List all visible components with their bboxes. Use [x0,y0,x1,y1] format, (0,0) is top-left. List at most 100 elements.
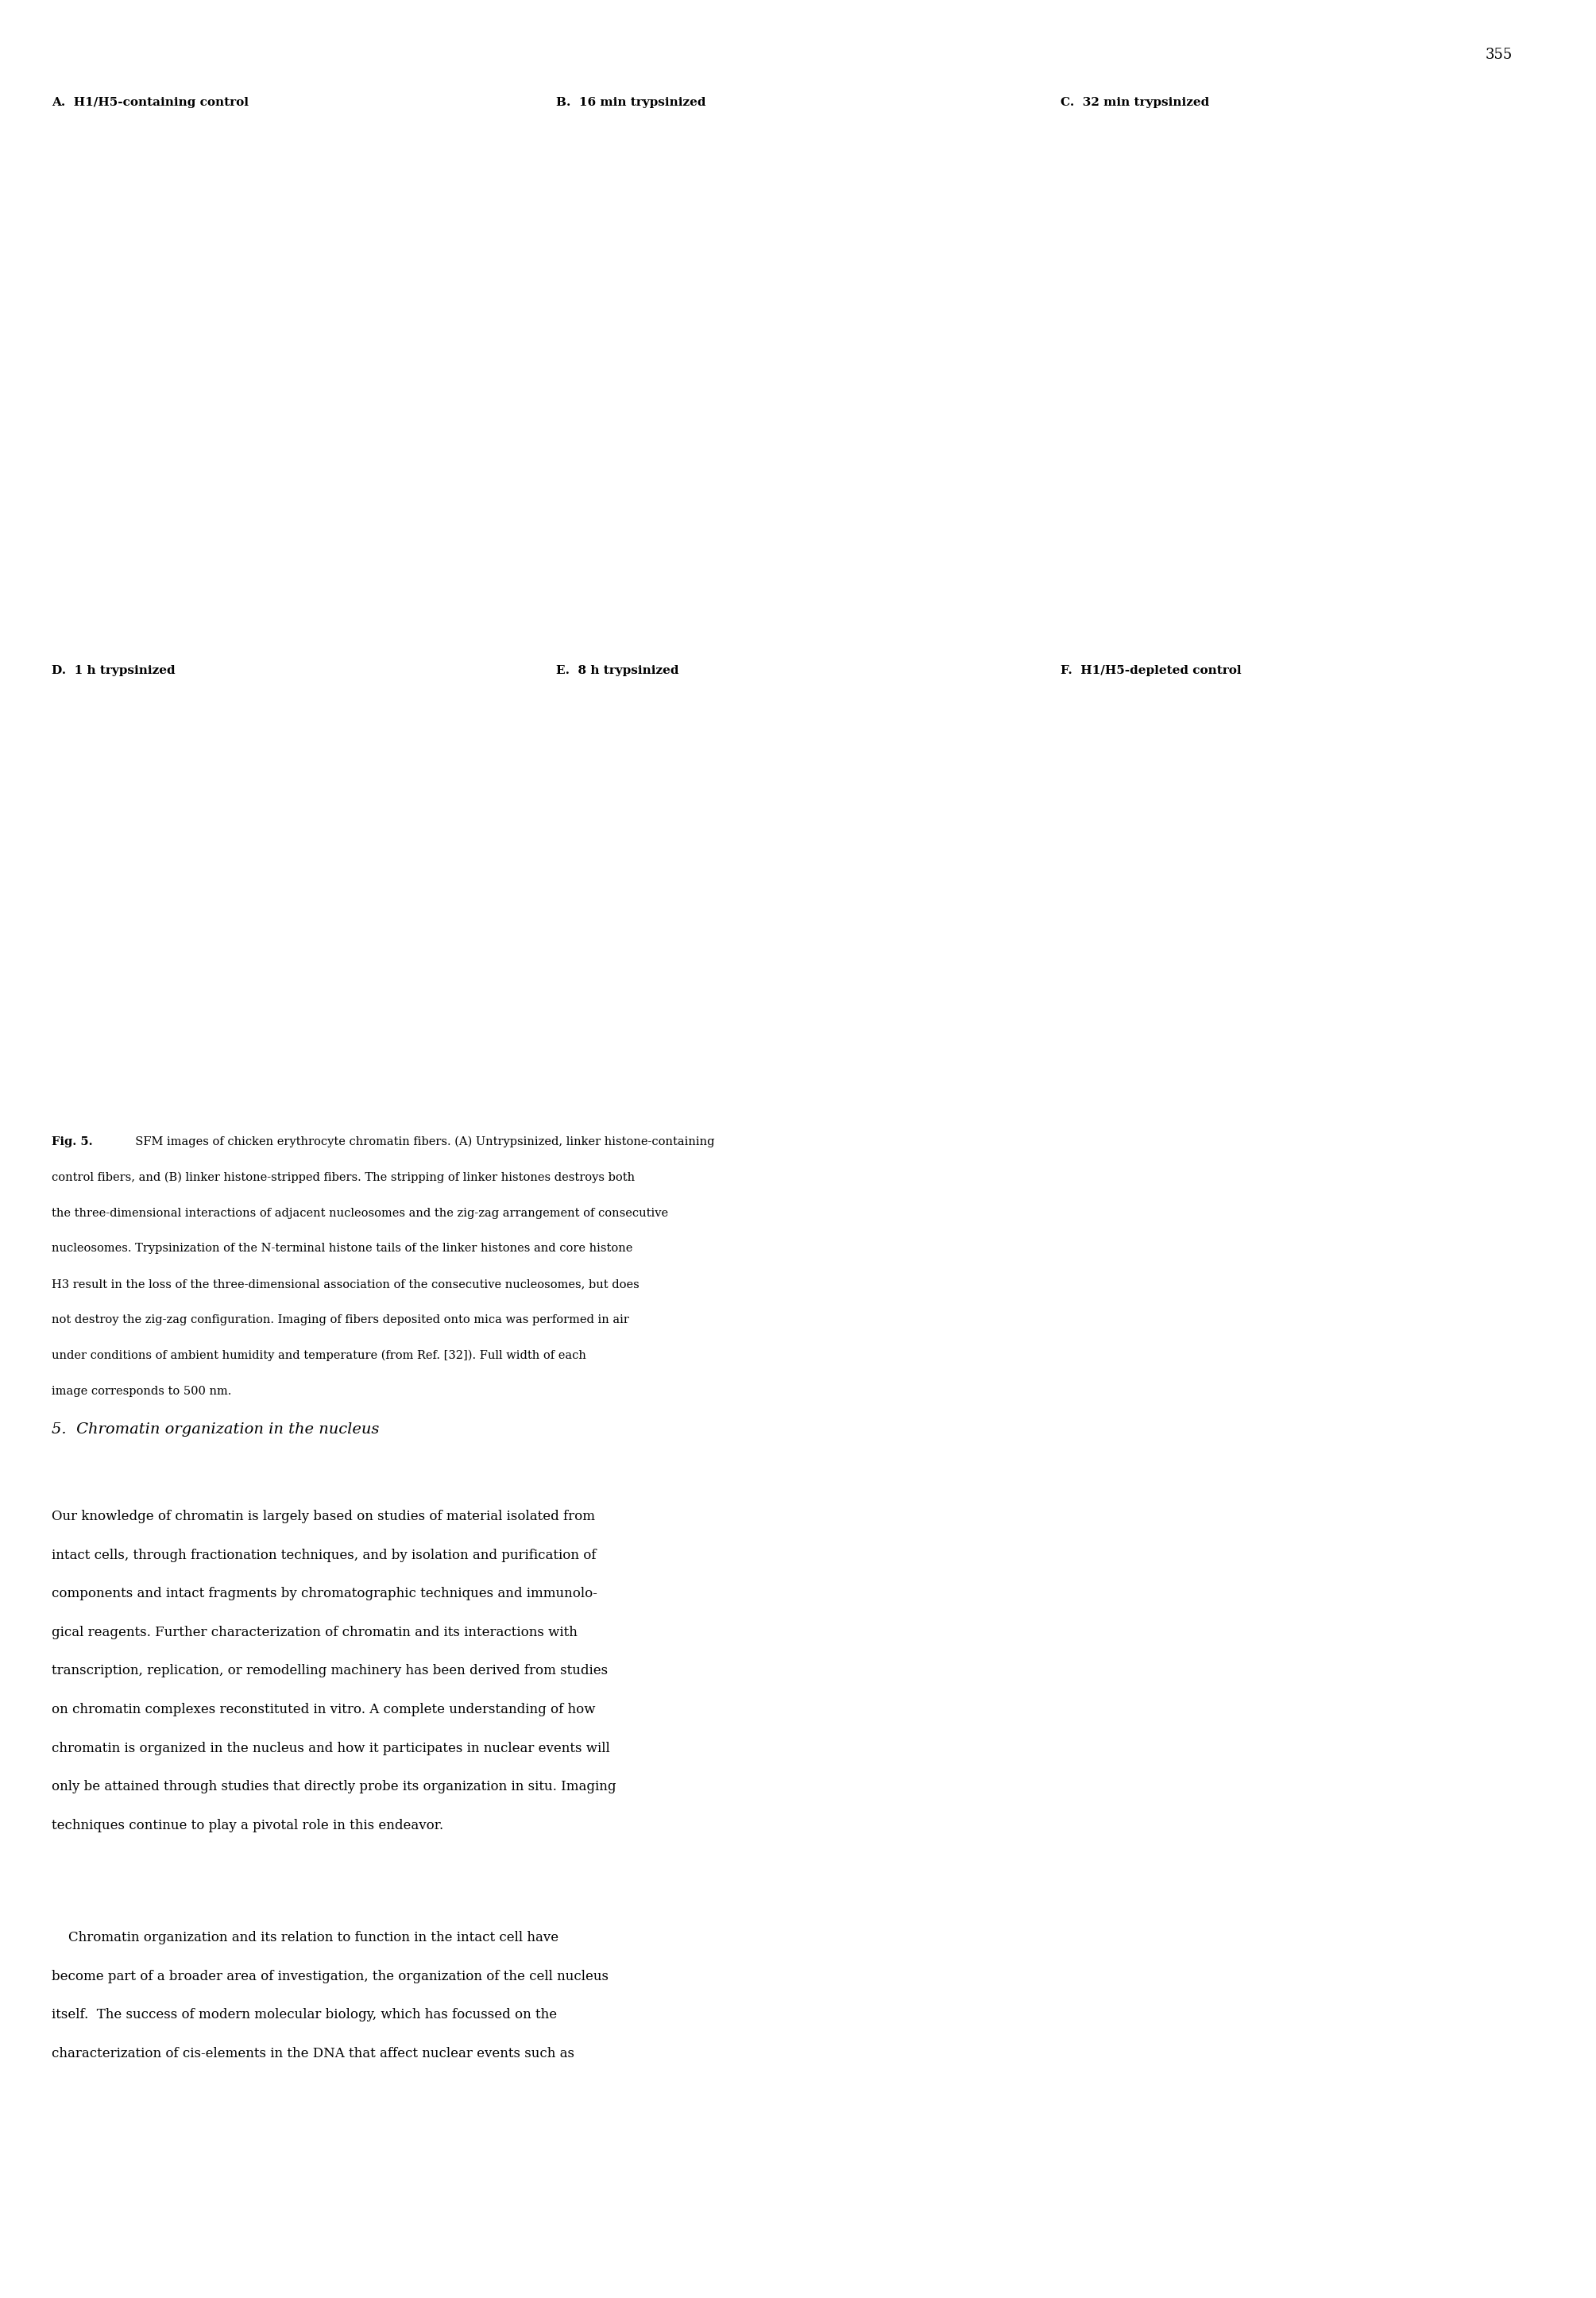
Circle shape [1235,1082,1266,1108]
Circle shape [171,384,252,469]
Circle shape [774,623,819,671]
Circle shape [271,586,353,673]
Circle shape [761,848,832,908]
Circle shape [305,731,350,770]
Circle shape [806,529,855,581]
Circle shape [1406,618,1436,653]
Circle shape [926,136,967,179]
Circle shape [859,1073,903,1110]
Circle shape [271,593,311,637]
Text: characterization of cis-elements in the DNA that affect nuclear events such as: characterization of cis-elements in the … [51,2048,575,2061]
Circle shape [1384,163,1438,218]
Text: control fibers, and (B) linker histone-stripped fibers. The stripping of linker : control fibers, and (B) linker histone-s… [51,1172,635,1183]
Circle shape [311,903,353,935]
Circle shape [212,995,251,1027]
Circle shape [137,368,187,421]
Circle shape [1221,1020,1280,1071]
Circle shape [766,1055,806,1087]
Text: itself.  The success of modern molecular biology, which has focussed on the: itself. The success of modern molecular … [51,2008,557,2022]
Circle shape [686,954,745,1002]
Circle shape [1467,191,1507,232]
Circle shape [1218,1048,1274,1094]
Circle shape [215,506,289,584]
Text: SFM images of chicken erythrocyte chromatin fibers. (A) Untrypsinized, linker hi: SFM images of chicken erythrocyte chroma… [128,1135,715,1147]
Circle shape [749,749,803,795]
Circle shape [868,1073,926,1119]
Circle shape [252,588,311,650]
Circle shape [97,126,156,191]
Circle shape [201,1030,322,1131]
Text: A.  H1/H5-containing control: A. H1/H5-containing control [51,97,249,108]
Circle shape [1374,607,1419,655]
Circle shape [705,1011,766,1062]
Circle shape [231,572,271,614]
Circle shape [886,717,907,733]
Circle shape [1337,250,1385,301]
Text: 355: 355 [1486,48,1513,62]
Circle shape [148,253,195,301]
Circle shape [120,124,203,214]
Circle shape [1231,469,1272,512]
Circle shape [747,878,806,928]
Circle shape [1347,595,1395,643]
Text: Our knowledge of chromatin is largely based on studies of material isolated from: Our knowledge of chromatin is largely ba… [51,1510,595,1524]
Text: on chromatin complexes reconstituted in vitro. A complete understanding of how: on chromatin complexes reconstituted in … [51,1703,595,1717]
Circle shape [217,535,267,586]
Circle shape [212,836,281,894]
Text: under conditions of ambient humidity and temperature (from Ref. [32]). Full widt: under conditions of ambient humidity and… [51,1349,586,1360]
Circle shape [152,296,212,363]
Circle shape [1345,788,1396,830]
Circle shape [212,781,271,830]
Text: transcription, replication, or remodelling machinery has been derived from studi: transcription, replication, or remodelli… [51,1664,608,1678]
Circle shape [107,216,156,271]
Circle shape [782,823,851,882]
Circle shape [117,292,166,347]
Circle shape [327,864,377,908]
Circle shape [1411,742,1472,793]
Circle shape [779,1052,844,1108]
Circle shape [1365,211,1408,255]
Circle shape [302,609,342,653]
Circle shape [1181,159,1221,200]
Circle shape [215,956,278,1009]
Circle shape [155,345,228,423]
Circle shape [1240,425,1282,469]
Text: image corresponds to 500 nm.: image corresponds to 500 nm. [51,1386,231,1397]
Circle shape [1349,795,1393,832]
Circle shape [132,191,192,253]
Circle shape [193,751,251,800]
Circle shape [203,933,251,972]
Circle shape [736,1036,787,1080]
Circle shape [637,239,726,336]
Circle shape [187,508,236,561]
Circle shape [697,995,736,1027]
Circle shape [1282,331,1339,393]
Circle shape [680,990,733,1034]
Text: Fig. 5.: Fig. 5. [51,1135,93,1147]
Circle shape [1393,724,1449,770]
Text: techniques continue to play a pivotal role in this endeavor.: techniques continue to play a pivotal ro… [51,1818,444,1832]
Circle shape [747,793,827,859]
Text: 5.  Chromatin organization in the nucleus: 5. Chromatin organization in the nucleus [51,1422,380,1436]
Circle shape [267,1087,297,1112]
Text: the three-dimensional interactions of adjacent nucleosomes and the zig-zag arran: the three-dimensional interactions of ad… [51,1206,669,1218]
Text: intact cells, through fractionation techniques, and by isolation and purificatio: intact cells, through fractionation tech… [51,1549,597,1563]
Circle shape [723,816,790,871]
Circle shape [1382,751,1419,784]
Text: B.  16 min trypsinized: B. 16 min trypsinized [555,97,705,108]
Circle shape [1358,765,1414,811]
Circle shape [203,818,241,850]
Circle shape [187,388,257,464]
Circle shape [1443,680,1500,728]
Circle shape [126,276,177,331]
Circle shape [744,699,828,770]
Circle shape [1411,122,1460,175]
Circle shape [206,880,236,908]
Circle shape [1318,832,1363,871]
Circle shape [156,248,227,324]
Circle shape [195,487,260,558]
Circle shape [707,244,787,329]
Text: nucleosomes. Trypsinization of the N-terminal histone tails of the linker histon: nucleosomes. Trypsinization of the N-ter… [51,1243,632,1255]
Circle shape [1235,1000,1286,1041]
Circle shape [121,175,161,216]
